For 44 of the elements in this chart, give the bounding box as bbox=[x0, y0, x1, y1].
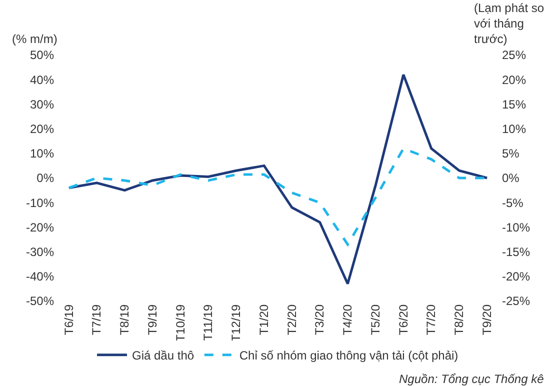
y-tick-label: -40% bbox=[26, 270, 54, 284]
y-tick-label: -30% bbox=[26, 245, 54, 259]
y-axis-title: (% m/m) bbox=[12, 32, 58, 46]
x-tick-label: T7/20 bbox=[424, 304, 438, 336]
y2-tick-label: -10% bbox=[502, 220, 530, 234]
y-tick-label: -20% bbox=[26, 220, 54, 234]
text: Nguồn: Tổng cục Thống kê bbox=[399, 372, 544, 386]
x-tick-label: T5/20 bbox=[368, 304, 382, 336]
y-tick-label: 20% bbox=[30, 122, 54, 136]
x-tick-label: T10/19 bbox=[173, 304, 188, 342]
x-tick-label: T7/19 bbox=[90, 304, 104, 336]
y-tick-label: 10% bbox=[30, 146, 54, 161]
line-series bbox=[68, 73, 488, 286]
x-tick-label: T4/20 bbox=[340, 304, 355, 336]
x-tick-label: T3/20 bbox=[312, 304, 327, 336]
legend-label: Giá dầu thô bbox=[132, 348, 194, 363]
y2-tick-label: 5% bbox=[502, 146, 520, 161]
legend-label: Chỉ số nhóm giao thông vận tải (cột phải) bbox=[239, 348, 458, 363]
y-tick-label: 30% bbox=[30, 97, 54, 112]
y2-tick-label: 20% bbox=[502, 72, 526, 87]
x-tick-label: T2/20 bbox=[284, 304, 299, 336]
y-tick-label: 50% bbox=[30, 48, 54, 62]
y2-tick-label: -20% bbox=[502, 270, 530, 284]
x-tick-label: T12/19 bbox=[229, 304, 244, 342]
x-tick-label: T11/19 bbox=[201, 304, 216, 341]
y-tick-label: -50% bbox=[26, 294, 54, 308]
y2-tick-label: 10% bbox=[502, 122, 526, 136]
y2-axis-title: (Lạm phát so với tháng trước) bbox=[474, 1, 544, 46]
x-tick-label: T9/19 bbox=[145, 304, 160, 336]
y-tick-label: 40% bbox=[30, 72, 54, 87]
x-tick-label: T9/20 bbox=[480, 304, 494, 336]
y-tick-label: 0% bbox=[36, 171, 54, 186]
y2-tick-label: 15% bbox=[502, 97, 526, 112]
y2-tick-label: -5% bbox=[502, 196, 524, 210]
x-tick-label: T1/20 bbox=[256, 304, 271, 336]
x-tick-label: T8/20 bbox=[452, 304, 466, 336]
y2-tick-label: 0% bbox=[502, 171, 520, 186]
y2-tick-label: -15% bbox=[502, 245, 530, 259]
x-tick-label: T8/19 bbox=[118, 304, 132, 336]
x-tick-label: T6/19 bbox=[62, 304, 76, 336]
x-tick-label: T6/20 bbox=[396, 304, 410, 336]
y2-tick-label: -25% bbox=[502, 294, 530, 308]
y-tick-label: -10% bbox=[26, 196, 54, 210]
y2-tick-label: 25% bbox=[502, 48, 526, 62]
